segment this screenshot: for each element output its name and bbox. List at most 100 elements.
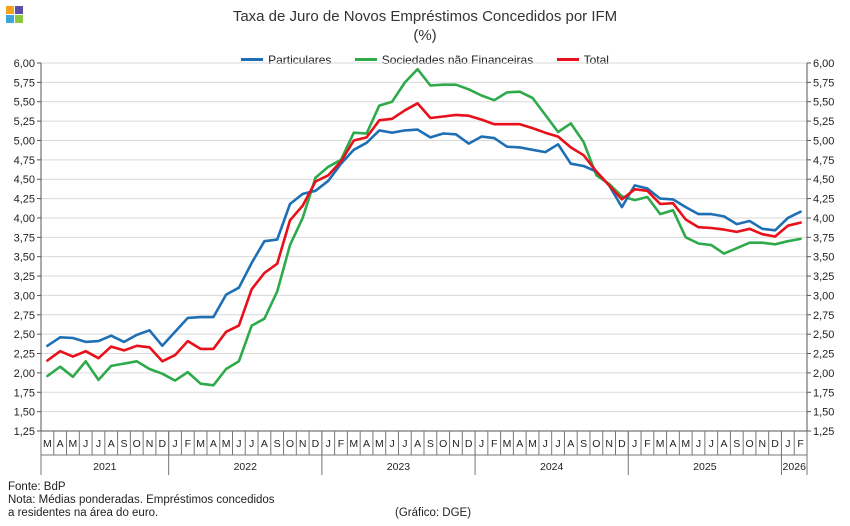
chart-title: Taxa de Juro de Novos Empréstimos Conced… [232,8,618,25]
y-tick-label-right: 5,50 [813,97,834,109]
x-month-label: F [338,438,344,450]
x-month-label: D [158,438,166,450]
x-month-label: J [96,438,101,450]
y-tick-label-right: 3,25 [813,271,834,283]
y-tick-label-left: 4,50 [14,174,35,186]
x-month-label: N [299,438,307,450]
logo-square-tl [6,6,14,14]
x-month-label: J [696,438,701,450]
x-month-label: J [249,438,254,450]
x-month-label: O [592,438,600,450]
note-line-2: a residentes na área do euro. [8,507,159,519]
y-tick-label-right: 3,00 [813,290,834,302]
y-tick-label-left: 2,25 [14,349,35,361]
x-month-label: S [427,438,434,450]
x-month-label: J [236,438,241,450]
logo [6,6,24,24]
x-month-label: A [261,438,268,450]
x-month-label: J [479,438,484,450]
x-month-label: D [465,438,473,450]
x-month-label: A [669,438,676,450]
y-tick-label-left: 6,00 [14,58,35,70]
x-year-label: 2023 [387,461,411,473]
x-month-label: F [797,438,803,450]
x-month-label: M [528,438,537,450]
chart-subtitle: (%) [413,27,437,44]
y-tick-label-right: 4,00 [813,213,834,225]
x-month-label: M [681,438,690,450]
x-year-label: 2025 [693,461,717,473]
x-month-label: M [69,438,78,450]
y-tick-label-left: 3,25 [14,271,35,283]
x-month-label: A [721,438,728,450]
series-line-total [46,102,802,363]
y-tick-label-right: 5,75 [813,77,834,89]
x-month-label: M [375,438,384,450]
x-month-label: S [733,438,740,450]
x-month-label: D [771,438,779,450]
y-tick-label-right: 1,75 [813,387,834,399]
y-tick-label-left: 1,75 [14,387,35,399]
x-month-label: N [759,438,767,450]
chart-credit: (Gráfico: DGE) [395,507,472,519]
x-year-label: 2021 [93,461,117,473]
y-tick-label-right: 1,25 [813,426,834,438]
x-month-label: N [146,438,154,450]
x-month-label: M [43,438,52,450]
y-tick-label-left: 5,25 [14,116,35,128]
y-tick-label-left: 1,50 [14,407,35,419]
x-month-label: N [452,438,460,450]
x-month-label: J [709,438,714,450]
x-month-label: J [543,438,548,450]
y-tick-label-right: 3,50 [813,252,834,264]
y-tick-label-left: 5,75 [14,77,35,89]
y-tick-label-right: 4,25 [813,194,834,206]
x-month-label: M [503,438,512,450]
logo-square-tr [15,6,23,14]
x-month-label: J [402,438,407,450]
y-tick-label-right: 4,50 [813,174,834,186]
x-month-label: A [108,438,115,450]
y-tick-label-left: 5,00 [14,135,35,147]
x-month-label: S [120,438,127,450]
x-month-label: A [567,438,574,450]
x-year-label: 2026 [783,461,807,473]
x-month-label: A [210,438,217,450]
x-month-label: M [222,438,231,450]
legend-swatch-particulares [241,58,264,61]
x-month-label: D [618,438,626,450]
y-tick-label-right: 3,75 [813,232,834,244]
logo-square-br [15,15,23,23]
x-year-label: 2022 [234,461,258,473]
x-month-label: A [57,438,64,450]
x-month-label: F [644,438,650,450]
x-month-label: O [286,438,294,450]
source-note: Fonte: BdP [8,481,66,493]
x-month-label: A [414,438,421,450]
y-tick-label-left: 1,25 [14,426,35,438]
y-tick-label-left: 5,50 [14,97,35,109]
x-month-label: J [632,438,637,450]
x-month-label: O [439,438,447,450]
x-month-label: D [312,438,320,450]
y-tick-label-left: 2,50 [14,329,35,341]
series-line-particulares [46,128,802,348]
x-month-label: J [83,438,88,450]
x-month-label: J [555,438,560,450]
y-tick-label-right: 2,75 [813,310,834,322]
legend-swatch-snf [354,58,377,61]
x-year-label: 2024 [540,461,564,473]
y-tick-label-left: 3,00 [14,290,35,302]
y-tick-label-right: 2,25 [813,349,834,361]
y-tick-label-left: 3,75 [14,232,35,244]
x-month-label: J [172,438,177,450]
y-tick-label-left: 4,75 [14,155,35,167]
x-month-label: S [580,438,587,450]
series-line-snf [46,67,802,387]
y-tick-label-left: 2,75 [14,310,35,322]
x-month-label: S [274,438,281,450]
note-line-1: Nota: Médias ponderadas. Empréstimos con… [8,494,275,506]
x-month-label: A [363,438,370,450]
y-tick-label-right: 2,00 [813,368,834,380]
